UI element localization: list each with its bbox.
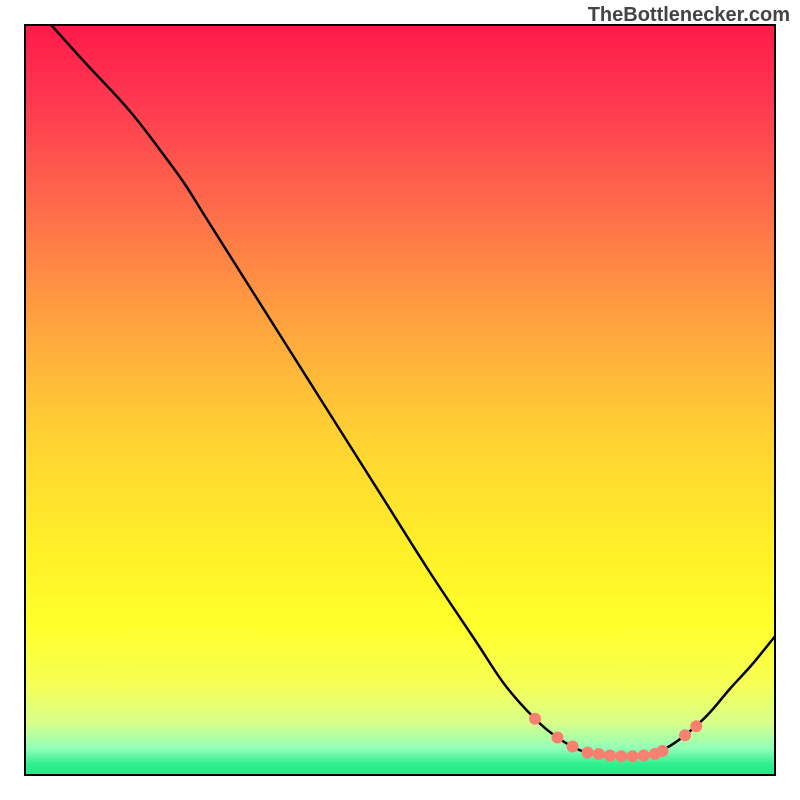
plot-svg: [0, 0, 800, 800]
scatter-point: [552, 732, 564, 744]
scatter-point: [593, 748, 605, 760]
scatter-point: [604, 750, 616, 762]
watermark-text: TheBottlenecker.com: [588, 4, 790, 27]
scatter-point: [627, 750, 639, 762]
scatter-point: [638, 750, 650, 762]
scatter-point: [567, 741, 579, 753]
scatter-point: [582, 747, 594, 759]
gradient-background: [25, 25, 775, 775]
scatter-point: [690, 720, 702, 732]
scatter-point: [529, 713, 541, 725]
scatter-point: [657, 745, 669, 757]
scatter-point: [679, 729, 691, 741]
scatter-point: [615, 750, 627, 762]
chart-container: TheBottlenecker.com: [0, 0, 800, 800]
